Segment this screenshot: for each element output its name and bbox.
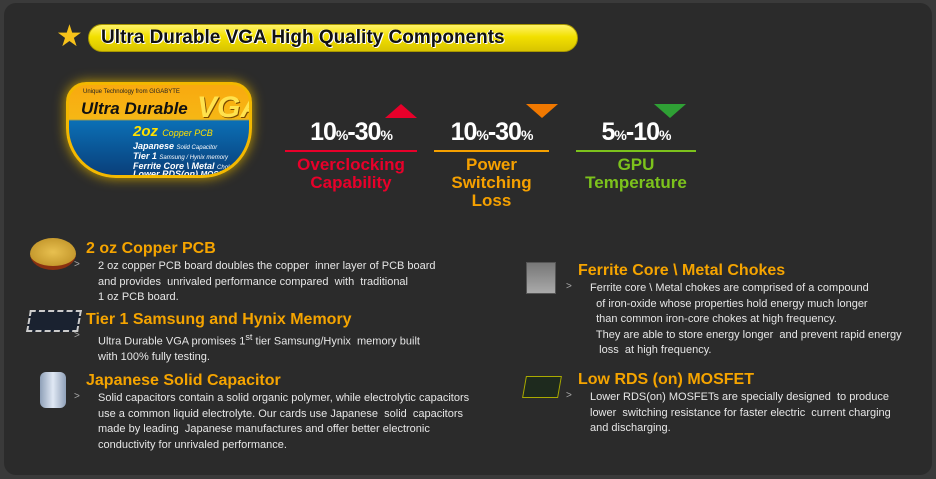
feature-text: 2 oz copper PCB board doubles the copper… <box>98 260 436 303</box>
feature-text: Lower RDS(on) MOSFETs are specially desi… <box>590 391 891 434</box>
logo-vga: VGA <box>197 91 249 124</box>
feature-mosfet: Low RDS (on) MOSFET > Lower RDS(on) MOSFE… <box>566 371 891 437</box>
content-panel <box>4 3 932 475</box>
logo-tagline: Unique Technology from GIGABYTE <box>83 89 180 95</box>
arrow-up-icon <box>385 104 417 118</box>
ultra-durable-logo: Unique Technology from GIGABYTE Ultra Du… <box>66 82 252 178</box>
feature-chokes: Ferrite Core \ Metal Chokes > Ferrite cor… <box>566 262 902 359</box>
stat-power-switching-loss: 10%-30% Power Switching Loss <box>434 104 558 210</box>
feature-text: Ferrite core \ Metal chokes are comprise… <box>590 282 902 356</box>
logo-line: Ferrite Core \ Metal Chokes <box>133 161 238 171</box>
feature-title: Japanese Solid Capacitor <box>86 372 281 389</box>
title-banner: Ultra Durable VGA High Quality Component… <box>88 24 578 52</box>
page-title: Ultra Durable VGA High Quality Component… <box>101 27 505 48</box>
arrow-down-icon <box>526 104 558 118</box>
arrow-down-icon <box>654 104 686 118</box>
copper-coin-icon <box>30 238 76 270</box>
feature-text: Solid capacitors contain a solid organic… <box>98 392 470 451</box>
feature-title: 2 oz Copper PCB <box>86 240 216 257</box>
feature-copper-pcb: 2 oz Copper PCB >2 oz copper PCB board d… <box>74 240 436 306</box>
star-icon: ★ <box>56 20 83 53</box>
stat-overclocking: 10%-30% Overclocking Capability <box>285 104 417 192</box>
logo-brand: Ultra Durable <box>81 99 188 118</box>
feature-text: Ultra Durable VGA promises 1st tier Sams… <box>98 332 420 364</box>
mosfet-icon <box>522 376 562 398</box>
stat-gpu-temperature: 5%-10% GPU Temperature <box>576 104 696 192</box>
feature-title: Tier 1 Samsung and Hynix Memory <box>86 311 352 328</box>
logo-line: Japanese Solid Capacitor <box>133 141 218 151</box>
feature-memory: Tier 1 Samsung and Hynix Memory > Ultra D… <box>74 311 420 366</box>
logo-line: Tier 1 Samsung / Hynix memory <box>133 151 229 161</box>
memory-chip-icon <box>26 310 82 332</box>
capacitor-icon <box>40 372 66 408</box>
logo-line: Lower RDS(on) MOSFET <box>133 169 234 178</box>
feature-title: Ferrite Core \ Metal Chokes <box>578 262 786 279</box>
choke-icon <box>526 262 556 294</box>
feature-title: Low RDS (on) MOSFET <box>578 371 754 388</box>
logo-line: 2oz Copper PCB <box>133 123 213 140</box>
feature-capacitor: Japanese Solid Capacitor > Solid capacito… <box>74 372 470 453</box>
